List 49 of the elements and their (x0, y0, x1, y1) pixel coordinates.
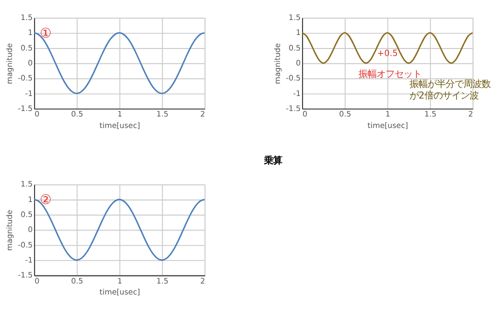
x-tick-label: 2 (200, 276, 206, 286)
x-tick-label: 1.5 (156, 110, 169, 119)
x-tick-label: 1.5 (424, 110, 437, 119)
y-axis-title: magnitude (5, 209, 14, 251)
x-axis-title: time[usec] (368, 121, 408, 130)
x-axis-title: time[usec] (100, 121, 140, 130)
y-axis-title: magnitude (273, 42, 282, 84)
x-tick-label: 0.5 (71, 276, 84, 286)
y-tick-label: 0.5 (20, 210, 33, 220)
y-axis-title: magnitude (5, 42, 14, 84)
y-tick-label: -0.5 (286, 74, 301, 83)
annotation: 振幅が半分で周波数が2倍のサイン波 (409, 79, 490, 102)
x-tick-label: 0 (34, 110, 40, 119)
text: 乗算 (263, 156, 282, 167)
x-axis-title: time[usec] (100, 288, 140, 297)
y-tick-label: 1 (28, 194, 33, 204)
x-tick-label: 1 (117, 110, 122, 119)
y-tick-label: -0.5 (18, 74, 33, 83)
x-tick-label: 0.5 (339, 110, 352, 119)
annotation: +0.5 (377, 49, 398, 60)
y-tick-label: -1.5 (18, 104, 33, 113)
x-tick-label: 1.5 (156, 276, 169, 286)
x-tick-label: 1 (117, 276, 122, 286)
x-tick-label: 2 (468, 110, 474, 119)
y-tick-label: 0 (28, 225, 33, 234)
x-tick-label: 0 (302, 110, 308, 119)
y-tick-label: 1 (296, 28, 301, 38)
y-tick-label: -1 (25, 255, 33, 264)
y-tick-label: 0.5 (288, 43, 301, 52)
y-tick-label: 0.5 (20, 43, 33, 52)
y-tick-label: -0.5 (18, 240, 33, 250)
y-tick-label: -1 (25, 88, 33, 98)
y-tick-label: 1 (28, 28, 33, 38)
x-tick-label: 2 (200, 110, 206, 119)
x-tick-label: 1 (385, 110, 390, 119)
y-tick-label: -1.5 (286, 104, 301, 113)
line-series (301, 32, 474, 64)
annotation: 振幅オフセット (358, 69, 422, 80)
x-tick-label: 0.5 (71, 110, 84, 119)
x-tick-label: 0 (34, 276, 40, 286)
y-tick-label: 0 (28, 58, 33, 68)
y-tick-label: 1.5 (288, 13, 301, 22)
annotation: ② (40, 193, 52, 208)
y-tick-label: 0 (296, 58, 301, 68)
y-tick-label: 1.5 (20, 13, 33, 22)
y-tick-label: 1.5 (20, 180, 33, 189)
y-tick-label: -1.5 (18, 270, 33, 280)
y-tick-label: -1 (293, 88, 301, 98)
annotation: ① (40, 26, 52, 42)
